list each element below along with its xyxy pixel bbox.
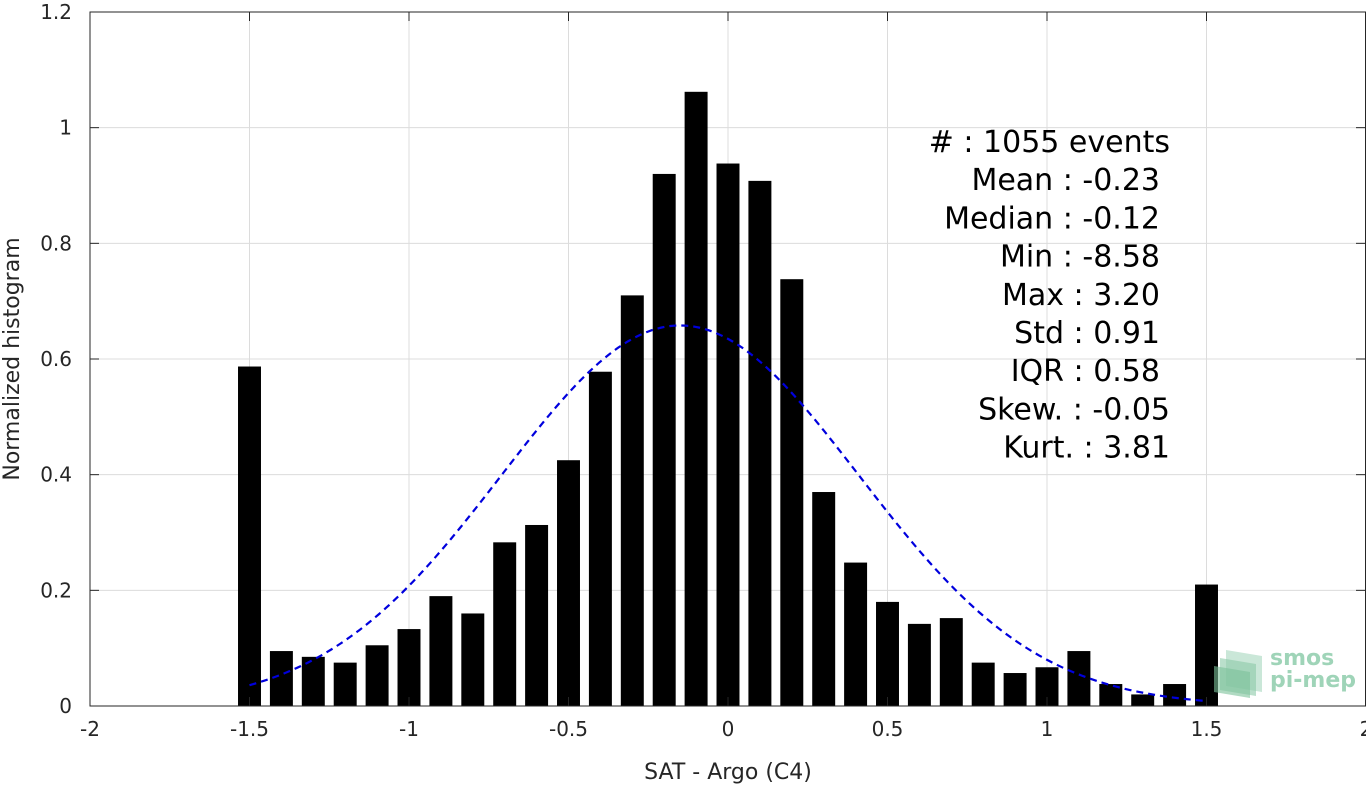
histogram-bar [365, 645, 389, 706]
gaussian-fit-curve [249, 324, 1207, 703]
histogram-bar [1163, 684, 1187, 706]
histogram-bar [812, 492, 836, 706]
histogram-bar [716, 163, 740, 707]
x-tick-label: -0.5 [549, 717, 588, 741]
x-axis-label: SAT - Argo (C4) [644, 760, 812, 785]
histogram-bar [844, 562, 868, 706]
logo-icon [1214, 650, 1262, 698]
smos-pi-mep-logo: smos pi-mep [1214, 646, 1356, 698]
histogram-bar [652, 173, 676, 706]
x-tick-label: 0 [722, 717, 735, 741]
logo-text-pi-mep: pi-mep [1270, 668, 1356, 693]
histogram-bar [429, 596, 453, 706]
y-tick-label: 0 [59, 694, 72, 718]
histogram-bar [269, 651, 293, 706]
histogram-bar [620, 295, 644, 706]
x-tick-label: 1.5 [1191, 717, 1223, 741]
y-axis-label: Normalized histogram [0, 237, 25, 480]
stat-line: IQR : 0.58 [1011, 354, 1160, 389]
stat-line: Max : 3.20 [1002, 278, 1160, 313]
stat-line: Min : -8.58 [1000, 240, 1160, 275]
y-tick-label: 0.2 [40, 578, 72, 602]
x-tick-label: -2 [80, 717, 100, 741]
histogram-bar [493, 542, 517, 706]
histogram-bar [238, 366, 261, 706]
stat-line: Median : -0.12 [944, 201, 1160, 236]
stat-line: Skew. : -0.05 [978, 392, 1170, 427]
y-tick-label: 1.2 [40, 0, 72, 24]
histogram-bars [238, 91, 1218, 707]
histogram-bar [461, 613, 485, 706]
histogram-bar [1035, 667, 1059, 706]
histogram-bar [557, 460, 580, 706]
histogram-bar [939, 618, 963, 706]
x-tick-label: -1.5 [230, 717, 269, 741]
stat-line: # : 1055 events [929, 125, 1170, 160]
histogram-bar [588, 371, 612, 706]
stat-line: Kurt. : 3.81 [1003, 431, 1170, 466]
histogram-bar [907, 623, 931, 706]
y-tick-label: 0.8 [40, 231, 72, 255]
x-tick-label: 2 [1360, 717, 1366, 741]
histogram-bar [1131, 694, 1155, 706]
x-tick-label: -1 [399, 717, 419, 741]
histogram-bar [780, 279, 804, 706]
histogram-bar [1067, 651, 1091, 706]
x-tick-label: 0.5 [872, 717, 904, 741]
stat-line: Mean : -0.23 [971, 163, 1160, 198]
x-tick-label: 1 [1041, 717, 1054, 741]
histogram-bar [525, 524, 549, 706]
histogram-bar [1099, 684, 1123, 706]
axis-ticks [89, 11, 1366, 707]
histogram-bar [971, 662, 995, 706]
logo-text-smos: smos [1270, 646, 1334, 671]
histogram-bar [1003, 673, 1027, 706]
histogram-bar [748, 180, 772, 706]
histogram-bar [876, 601, 899, 706]
y-tick-label: 0.4 [40, 463, 72, 487]
x-tick-labels: -2 -1.5 -1 -0.5 0 0.5 1 1.5 2 [80, 717, 1366, 741]
y-tick-labels: 0 0.2 0.4 0.6 0.8 1 1.2 [40, 0, 72, 718]
histogram-bar [333, 662, 357, 706]
histogram-bar [684, 91, 708, 706]
stat-line: Std : 0.91 [1014, 316, 1160, 351]
histogram-bar [1195, 584, 1218, 706]
histogram-bar [397, 629, 421, 706]
y-tick-label: 1 [59, 116, 72, 140]
histogram-bar [301, 656, 325, 706]
y-tick-label: 0.6 [40, 347, 72, 371]
